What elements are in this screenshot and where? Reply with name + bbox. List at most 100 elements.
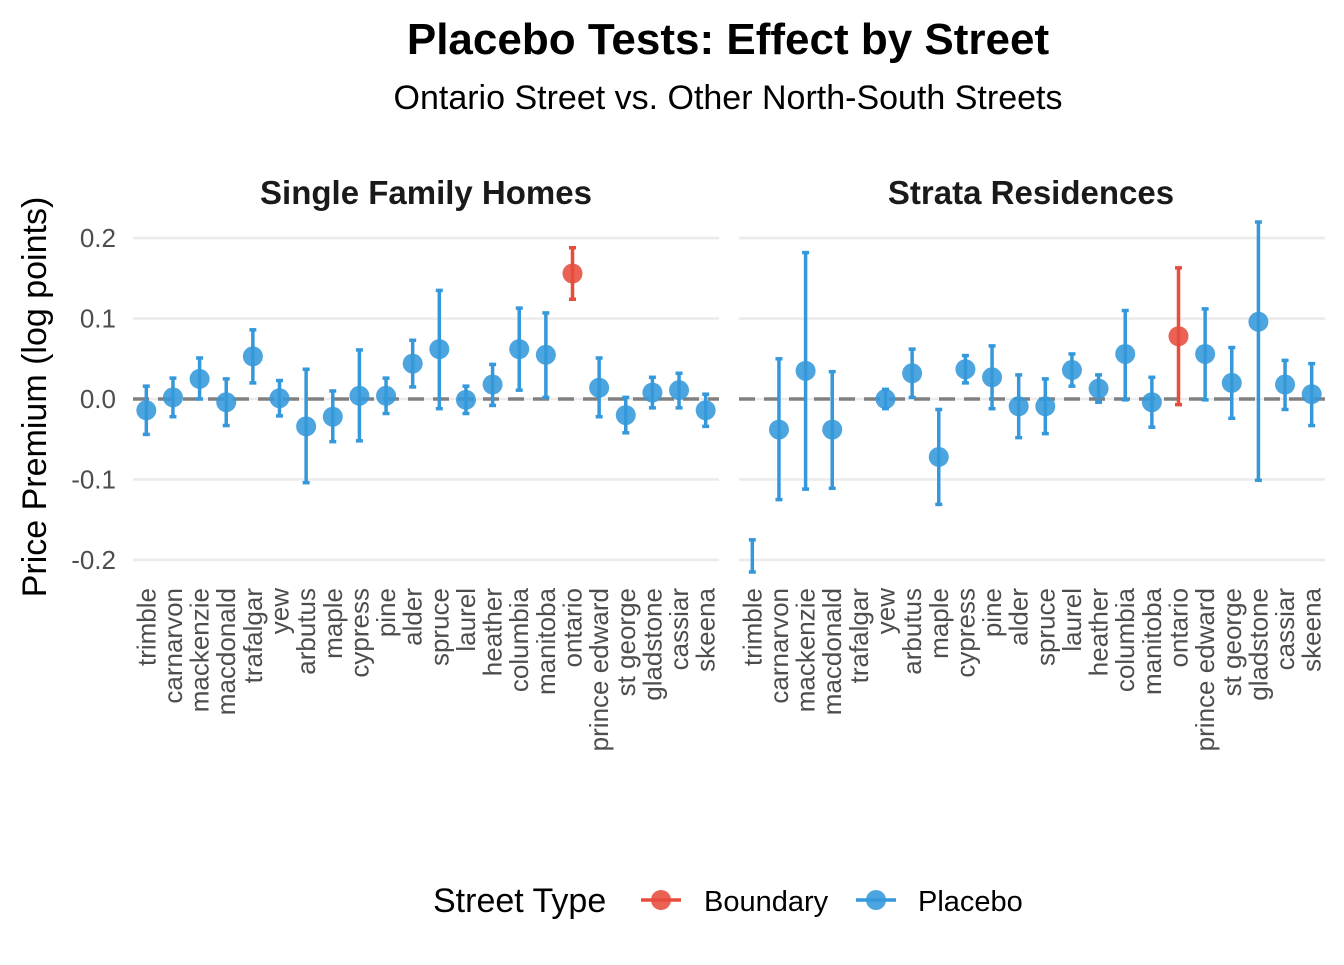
x-tick-label: columbia	[504, 587, 534, 692]
data-point	[455, 389, 476, 410]
data-point	[136, 400, 157, 421]
data-point	[768, 419, 789, 440]
data-point	[955, 359, 976, 380]
data-point	[1061, 360, 1082, 381]
data-point	[269, 388, 290, 409]
data-point	[669, 380, 690, 401]
y-tick-label: 0.1	[80, 304, 116, 334]
x-tick-label: pine	[977, 588, 1007, 637]
data-point	[615, 405, 636, 426]
x-tick-label: cypress	[950, 588, 980, 678]
x-tick-label: alder	[398, 588, 428, 646]
data-point	[429, 339, 450, 360]
x-tick-label: st george	[1217, 588, 1247, 696]
data-point	[928, 446, 949, 467]
x-tick-label: gladstone	[1243, 588, 1273, 701]
legend: Street Type Boundary Placebo	[433, 882, 1023, 920]
chart-subtitle: Ontario Street vs. Other North-South Str…	[394, 79, 1063, 117]
data-point	[1301, 384, 1322, 405]
x-tick-label: mackenzie	[791, 588, 821, 712]
x-tick-label: heather	[1084, 588, 1114, 677]
data-point	[1248, 311, 1269, 332]
data-point	[1221, 372, 1242, 393]
legend-label-boundary: Boundary	[704, 886, 829, 918]
x-tick-label: cassiar	[1270, 588, 1300, 671]
data-point	[1195, 343, 1216, 364]
x-tick-label: maple	[318, 588, 348, 659]
y-tick-label: 0.0	[80, 384, 116, 414]
data-point	[349, 385, 370, 406]
panel-strata: trimblecarnarvonmackenziemacdonaldtrafal…	[737, 220, 1327, 751]
panel-title-single-family: Single Family Homes	[260, 174, 592, 211]
data-point	[162, 387, 183, 408]
x-tick-label: heather	[478, 588, 508, 677]
data-point	[376, 385, 397, 406]
x-tick-label: gladstone	[637, 588, 667, 701]
x-tick-label: trafalgar	[238, 588, 268, 684]
x-tick-label: cassiar	[664, 588, 694, 671]
y-axis-label: Price Premium (log points)	[16, 197, 54, 598]
data-point	[902, 363, 923, 384]
x-tick-label: maple	[924, 588, 954, 659]
data-point	[1035, 396, 1056, 417]
x-tick-label: arbutus	[897, 588, 927, 675]
x-tick-label: trimble	[131, 588, 161, 666]
x-tick-label: manitoba	[1137, 587, 1167, 694]
x-tick-label: yew	[265, 588, 295, 634]
data-point	[875, 389, 896, 410]
x-tick-label: columbia	[1110, 587, 1140, 692]
x-tick-label: spruce	[424, 588, 454, 666]
data-point	[216, 392, 237, 413]
x-tick-label: spruce	[1030, 588, 1060, 666]
x-tick-label: alder	[1004, 588, 1034, 646]
x-tick-label: macdonald	[817, 588, 847, 715]
data-point	[562, 263, 583, 284]
data-point	[1275, 374, 1296, 395]
data-point	[322, 406, 343, 427]
data-point	[402, 353, 423, 374]
x-tick-label: mackenzie	[185, 588, 215, 712]
x-tick-label: carnarvon	[764, 588, 794, 704]
data-point	[822, 419, 843, 440]
legend-label-placebo: Placebo	[918, 886, 1023, 918]
x-tick-label: ontario	[558, 588, 588, 668]
x-tick-label: macdonald	[211, 588, 241, 715]
x-tick-label: trimble	[737, 588, 767, 666]
y-tick-label: -0.1	[71, 464, 116, 494]
legend-key-point-placebo	[866, 890, 886, 910]
y-tick-label: -0.2	[71, 545, 116, 575]
x-tick-label: skeena	[691, 587, 721, 671]
data-point	[1141, 392, 1162, 413]
data-point	[482, 374, 503, 395]
plot-layer: -0.2-0.10.00.10.2trimblecarnarvonmackenz…	[71, 220, 1327, 751]
panel-single-family: trimblecarnarvonmackenziemacdonaldtrafal…	[131, 236, 721, 751]
legend-key-point-boundary	[651, 890, 671, 910]
x-tick-label: pine	[371, 588, 401, 637]
data-point	[1088, 378, 1109, 399]
x-tick-label: prince edward	[1190, 588, 1220, 751]
chart-title: Placebo Tests: Effect by Street	[407, 15, 1050, 64]
data-point	[1008, 396, 1029, 417]
x-tick-label: trafalgar	[844, 588, 874, 684]
x-tick-label: st george	[611, 588, 641, 696]
x-tick-label: laurel	[451, 588, 481, 652]
x-tick-label: manitoba	[531, 587, 561, 694]
x-tick-label: prince edward	[584, 588, 614, 751]
x-tick-label: skeena	[1297, 587, 1327, 671]
x-tick-label: cypress	[344, 588, 374, 678]
x-tick-label: laurel	[1057, 588, 1087, 652]
data-point	[296, 416, 317, 437]
data-point	[1168, 326, 1189, 347]
data-point	[189, 368, 210, 389]
data-point	[509, 339, 530, 360]
data-point	[242, 346, 263, 367]
data-point	[535, 344, 556, 365]
panel-title-strata: Strata Residences	[888, 174, 1174, 211]
x-tick-label: carnarvon	[158, 588, 188, 704]
legend-item-placebo: Placebo	[856, 886, 1023, 918]
data-point	[589, 377, 610, 398]
data-point	[795, 360, 816, 381]
data-point	[1115, 343, 1136, 364]
